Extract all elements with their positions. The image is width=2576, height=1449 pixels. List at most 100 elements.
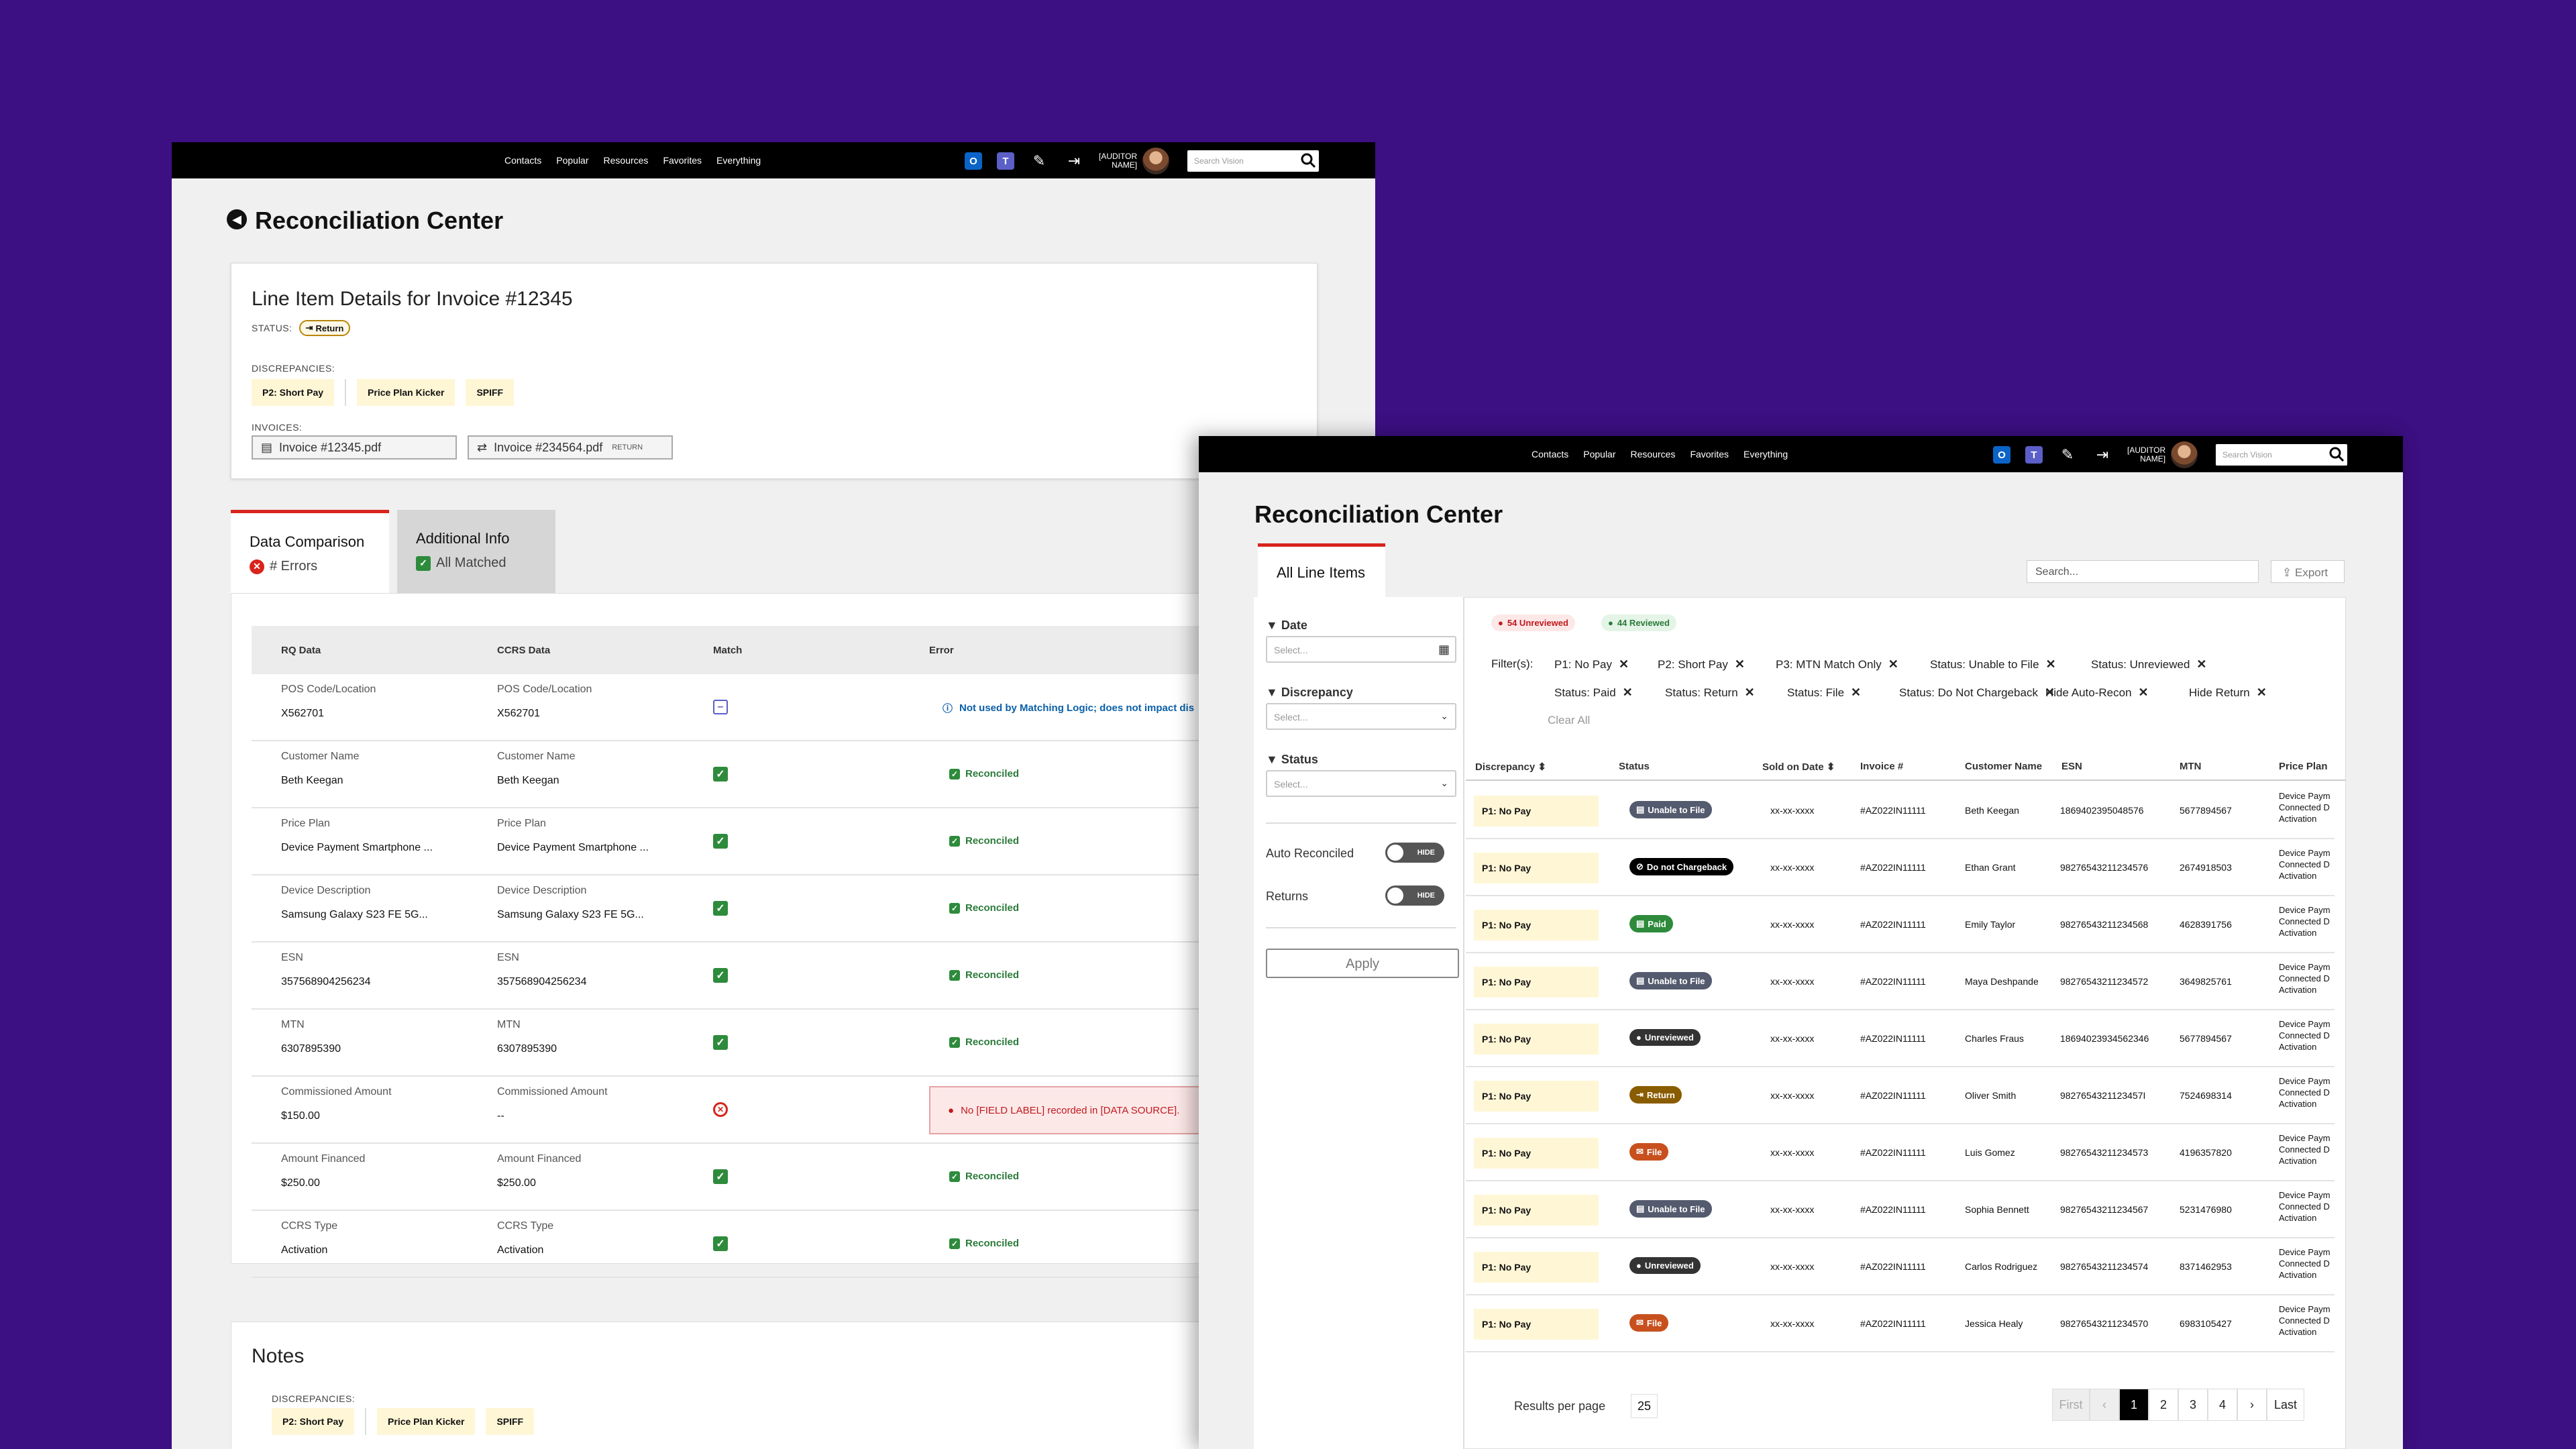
logout-icon[interactable]: ⇥ [1067, 152, 1081, 169]
outlook-icon[interactable]: O [1993, 446, 2010, 464]
search-icon[interactable] [2328, 446, 2345, 462]
close-icon[interactable]: ✕ [1619, 657, 1629, 671]
nav-favorites[interactable]: Favorites [663, 155, 702, 166]
header-price-plan[interactable]: Price Plan [2279, 761, 2328, 772]
close-icon[interactable]: ✕ [2044, 686, 2055, 699]
pagination-page-4[interactable]: 4 [2208, 1389, 2237, 1421]
header-sold-on-date[interactable]: Sold on Date ⬍ [1762, 761, 1835, 773]
pagination-first[interactable]: First [2052, 1389, 2090, 1421]
auto-reconciled-toggle[interactable]: HIDE [1385, 843, 1444, 863]
nav-popular[interactable]: Popular [1583, 449, 1616, 460]
logout-icon[interactable]: ⇥ [2096, 446, 2109, 463]
pagination-last[interactable]: Last [2267, 1389, 2304, 1421]
filter-tag[interactable]: Status: Unable to File ✕ [1930, 657, 2056, 672]
search-icon[interactable] [1300, 152, 1316, 168]
nav-resources[interactable]: Resources [1630, 449, 1676, 460]
header-mtn[interactable]: MTN [2180, 761, 2202, 772]
table-row[interactable]: P1: No Pay ▤ Unable to File xx-xx-xxxx #AZ02… [1466, 953, 2334, 1010]
table-row[interactable]: P1: No Pay ● Unreviewed xx-xx-xxxx #AZ022IN1… [1466, 1238, 2334, 1295]
tab-all-line-items[interactable]: All Line Items [1258, 543, 1385, 597]
filter-tag[interactable]: Status: File ✕ [1787, 686, 1861, 700]
filter-tag[interactable]: Status: Paid ✕ [1554, 686, 1633, 700]
invoice-number: #AZ022IN11111 [1860, 1261, 1926, 1272]
close-icon[interactable]: ✕ [2196, 657, 2207, 671]
table-row[interactable]: P1: No Pay ● Unreviewed xx-xx-xxxx #AZ022IN1… [1466, 1010, 2334, 1067]
status-select[interactable]: Select... ⌄ [1266, 770, 1456, 797]
results-per-page-select[interactable]: 25 [1631, 1394, 1658, 1418]
table-row[interactable]: P1: No Pay ⊘ Do not Chargeback xx-xx-xxxx #A… [1466, 839, 2334, 896]
nav-popular[interactable]: Popular [556, 155, 589, 166]
sold-on-date: xx-xx-xxxx [1770, 1090, 1815, 1101]
close-icon[interactable]: ✕ [1744, 686, 1755, 699]
back-arrow-icon[interactable]: ◀ [227, 209, 247, 229]
nav-everything[interactable]: Everything [1743, 449, 1788, 460]
tab-additional-info[interactable]: Additional Info ✓ All Matched [397, 510, 555, 593]
invoice-file-2[interactable]: ⇄ Invoice #234564.pdf RETURN [468, 435, 673, 460]
returns-toggle[interactable]: HIDE [1385, 885, 1444, 906]
filter-tag[interactable]: P3: MTN Match Only ✕ [1776, 657, 1898, 672]
table-row[interactable]: P1: No Pay ✉ File xx-xx-xxxx #AZ022IN11111 Lu… [1466, 1124, 2334, 1181]
close-icon[interactable]: ✕ [1734, 657, 1745, 671]
header-discrepancy[interactable]: Discrepancy ⬍ [1475, 761, 1546, 773]
filter-tag[interactable]: Status: Unreviewed ✕ [2091, 657, 2207, 672]
export-button[interactable]: ⇪ Export [2271, 560, 2345, 583]
chevron-right-icon[interactable]: › [2237, 1389, 2267, 1421]
teams-icon[interactable]: T [997, 152, 1014, 170]
filter-tag[interactable]: Hide Return ✕ [2189, 686, 2267, 700]
nav-everything[interactable]: Everything [716, 155, 761, 166]
ticket-icon[interactable]: ✎ [1032, 152, 1046, 169]
sold-on-date: xx-xx-xxxx [1770, 1318, 1815, 1329]
nav-resources[interactable]: Resources [603, 155, 649, 166]
table-row[interactable]: P1: No Pay ▤ Unable to File xx-xx-xxxx #AZ02… [1466, 1181, 2334, 1238]
apply-button[interactable]: Apply [1266, 949, 1459, 978]
header-invoice[interactable]: Invoice # [1860, 761, 1904, 772]
close-icon[interactable]: ✕ [1622, 686, 1633, 699]
header-status[interactable]: Status [1619, 761, 1650, 772]
avatar[interactable] [1142, 148, 1170, 174]
table-row[interactable]: P1: No Pay ⇥ Return xx-xx-xxxx #AZ022IN11111… [1466, 1067, 2334, 1124]
tab-data-comparison[interactable]: Data Comparison ✕ # Errors [231, 510, 389, 593]
nav-favorites[interactable]: Favorites [1690, 449, 1729, 460]
close-icon[interactable]: ✕ [2256, 686, 2267, 699]
ticket-icon[interactable]: ✎ [2061, 446, 2074, 463]
global-search-input[interactable]: Search Vision [2216, 444, 2347, 466]
outlook-icon[interactable]: O [965, 152, 982, 170]
match-check-icon: ✓ [713, 968, 728, 983]
nav-contacts[interactable]: Contacts [1532, 449, 1569, 460]
filter-tag[interactable]: Status: Return ✕ [1665, 686, 1755, 700]
pagination-page-1[interactable]: 1 [2119, 1389, 2149, 1421]
date-select[interactable]: Select... ▦ [1266, 636, 1456, 663]
filter-tag[interactable]: P2: Short Pay ✕ [1658, 657, 1745, 672]
close-icon[interactable]: ✕ [2138, 686, 2149, 699]
chevron-left-icon[interactable]: ‹ [2090, 1389, 2119, 1421]
calendar-icon[interactable]: ▦ [1438, 643, 1450, 656]
header-customer-name[interactable]: Customer Name [1965, 761, 2043, 772]
clear-all-link[interactable]: Clear All [1548, 714, 1591, 727]
close-icon[interactable]: ✕ [1851, 686, 1862, 699]
line-items-search-input[interactable]: Search... [2027, 560, 2259, 583]
filter-tag[interactable]: Status: Do Not Chargeback ✕ [1899, 686, 2055, 700]
unreviewed-count-badge[interactable]: ● 54 Unreviewed [1491, 614, 1575, 631]
header-esn[interactable]: ESN [2061, 761, 2082, 772]
discrepancy-filter-label: ▼ Discrepancy [1266, 686, 1353, 700]
close-icon[interactable]: ✕ [1888, 657, 1898, 671]
reconciled-status: ✓ Reconciled [949, 1171, 1019, 1182]
invoice-file-1[interactable]: ▤ Invoice #12345.pdf [252, 435, 457, 460]
filter-tag[interactable]: P1: No Pay ✕ [1554, 657, 1629, 672]
error-text: Reconciled [965, 768, 1020, 780]
table-row[interactable]: P1: No Pay ▤ Paid xx-xx-xxxx #AZ022IN11111 Em… [1466, 896, 2334, 953]
avatar[interactable] [2171, 441, 2198, 468]
table-row[interactable]: P1: No Pay ▤ Unable to File xx-xx-xxxx #AZ02… [1466, 782, 2334, 839]
global-search-input[interactable]: Search Vision [1187, 150, 1319, 172]
close-icon[interactable]: ✕ [2045, 657, 2056, 671]
comparison-row: ESN 357568904256234 ESN 357568904256234 ✓ ✓ Re… [252, 943, 1375, 1010]
filter-tag[interactable]: Hide Auto-Recon ✕ [2045, 686, 2149, 700]
reviewed-count-badge[interactable]: ● 44 Reviewed [1601, 614, 1676, 631]
invoice-number: #AZ022IN11111 [1860, 919, 1926, 930]
discrepancy-select[interactable]: Select... ⌄ [1266, 703, 1456, 730]
nav-contacts[interactable]: Contacts [504, 155, 542, 166]
pagination-page-3[interactable]: 3 [2178, 1389, 2208, 1421]
table-row[interactable]: P1: No Pay ✉ File xx-xx-xxxx #AZ022IN11111 Je… [1466, 1295, 2334, 1352]
teams-icon[interactable]: T [2025, 446, 2043, 464]
pagination-page-2[interactable]: 2 [2149, 1389, 2178, 1421]
